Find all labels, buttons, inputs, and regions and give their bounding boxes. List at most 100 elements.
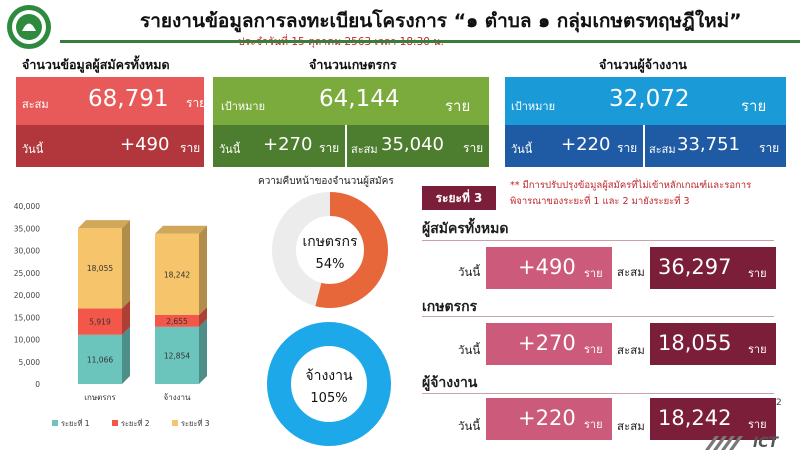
section-cumulative-card: 36,297 ราย xyxy=(650,247,776,289)
unit-label: ราย xyxy=(186,96,204,110)
farmers-title: จำนวนเกษตรกร xyxy=(309,57,397,72)
organization-logo xyxy=(7,5,51,49)
farmers-today-value: +270 xyxy=(263,134,313,155)
section-cumulative-value: 18,242 xyxy=(658,406,732,430)
bar-top xyxy=(155,225,207,234)
cumulative-label: สะสม xyxy=(617,419,645,433)
section-cumulative-card: 18,242 ราย xyxy=(650,398,776,440)
cumulative-label: สะสม xyxy=(649,143,676,156)
progress-title: ความคืบหน้าของจำนวนผู้สมัคร xyxy=(258,176,394,187)
target-label: เป้าหมาย xyxy=(221,100,266,113)
header-divider xyxy=(60,40,800,43)
today-label: วันนี้ xyxy=(219,143,241,156)
legend-label: ระยะที่ 2 xyxy=(121,418,150,428)
donut-percent: 54% xyxy=(316,257,345,272)
page-number: 2 xyxy=(776,398,782,408)
section-today-value: +220 xyxy=(518,406,576,430)
farmers-cumulative-value: 35,040 xyxy=(381,134,444,155)
y-tick-label: 25,000 xyxy=(14,269,40,278)
y-tick-label: 30,000 xyxy=(14,247,40,256)
employees-cumulative-card: สะสม 33,751 ราย xyxy=(645,125,786,167)
y-tick-label: 10,000 xyxy=(14,336,40,345)
applicants-today-value: +490 xyxy=(120,134,170,155)
farmers-cumulative-card: สะสม 35,040 ราย xyxy=(347,125,489,167)
bar-side xyxy=(199,318,207,384)
y-tick-label: 40,000 xyxy=(14,202,40,211)
today-label: วันนี้ xyxy=(458,343,481,357)
bar-side xyxy=(122,220,130,309)
y-tick-label: 35,000 xyxy=(14,224,40,233)
bar-segment xyxy=(78,228,122,309)
unit-label: ราย xyxy=(748,267,767,280)
data-label: 2,655 xyxy=(166,317,188,326)
phase3-note: ** มีการปรับปรุงข้อมูลผู้สมัครที่ไม่เข้า… xyxy=(510,180,752,207)
section-today-card: +490 ราย xyxy=(486,247,612,289)
stacked-bar-chart: 0 5,000 10,000 15,000 20,000 25,000 30,000 35,0… xyxy=(14,202,210,428)
farmers-target-card: เป้าหมาย 64,144 ราย xyxy=(213,77,489,125)
section-divider xyxy=(422,316,774,317)
section-title: ผู้สมัครทั้งหมด xyxy=(422,221,509,237)
data-label: 12,854 xyxy=(164,351,190,360)
unit-label: ราย xyxy=(463,141,484,155)
section-divider xyxy=(422,240,774,241)
donut-progress-arc xyxy=(267,322,391,446)
unit-label: ราย xyxy=(741,97,767,115)
unit-label: ราย xyxy=(445,97,471,115)
section-today-value: +270 xyxy=(518,331,576,355)
section-title: เกษตรกร xyxy=(422,299,478,315)
section-today-card: +270 ราย xyxy=(486,323,612,365)
bar-side xyxy=(122,300,130,335)
section-today-value: +490 xyxy=(518,255,576,279)
legend-swatch xyxy=(172,420,178,426)
bar-segment xyxy=(78,334,122,384)
legend-swatch xyxy=(52,420,58,426)
y-tick-label: 15,000 xyxy=(14,313,40,322)
employees-target-card: เป้าหมาย 32,072 ราย xyxy=(505,77,786,125)
data-label: 18,055 xyxy=(87,264,113,273)
bar-segment xyxy=(155,326,199,384)
unit-label: ราย xyxy=(759,141,780,155)
applicants-today-card: วันนี้ +490 ราย xyxy=(16,125,204,167)
x-category-label: จ้างงาน xyxy=(164,393,191,402)
unit-label: ราย xyxy=(617,141,638,155)
farmers-target-value: 64,144 xyxy=(319,86,400,112)
farmers-progress-donut: เกษตรกร 54% xyxy=(272,192,388,308)
employees-today-value: +220 xyxy=(561,134,611,155)
section-cumulative-value: 18,055 xyxy=(658,331,732,355)
bar-top xyxy=(78,220,130,229)
today-label: วันนี้ xyxy=(458,265,481,279)
cumulative-label: สะสม xyxy=(617,265,645,279)
data-label: 11,066 xyxy=(87,355,113,364)
unit-label: ราย xyxy=(584,343,603,356)
donut-label: เกษตรกร xyxy=(302,234,358,250)
unit-label: ราย xyxy=(319,141,340,155)
employees-progress-donut: จ้างงาน 105% xyxy=(267,322,391,446)
section-cumulative-value: 36,297 xyxy=(658,255,732,279)
cumulative-label: สะสม xyxy=(617,343,645,357)
unit-label: ราย xyxy=(584,267,603,280)
section-divider xyxy=(422,393,774,394)
today-label: วันนี้ xyxy=(22,143,44,156)
section-today-card: +220 ราย xyxy=(486,398,612,440)
employees-today-card: วันนี้ +220 ราย xyxy=(505,125,643,167)
ict-logo-text: ICT xyxy=(753,435,779,450)
y-tick-label: 20,000 xyxy=(14,291,40,300)
applicants-cumulative-value: 68,791 xyxy=(88,86,169,112)
employees-cumulative-value: 33,751 xyxy=(677,134,740,155)
donut-percent: 105% xyxy=(310,391,347,406)
legend-swatch xyxy=(112,420,118,426)
today-label: วันนี้ xyxy=(511,143,533,156)
x-category-label: เกษตรกร xyxy=(84,393,116,402)
applicants-cumulative-card: สะสม 68,791 ราย xyxy=(16,77,204,125)
bar-side xyxy=(199,225,207,315)
unit-label: ราย xyxy=(180,141,201,155)
y-tick-label: 0 xyxy=(35,380,40,389)
section-cumulative-card: 18,055 ราย xyxy=(650,323,776,365)
legend-label: ระยะที่ 3 xyxy=(181,418,210,428)
page-title: รายงานข้อมูลการลงทะเบียนโครงการ “๑ ตำบล … xyxy=(140,10,742,32)
target-label: เป้าหมาย xyxy=(511,100,556,113)
bar-segment xyxy=(155,233,199,315)
cumulative-label: สะสม xyxy=(351,143,378,156)
donut-label: จ้างงาน xyxy=(305,368,353,384)
bar-segment xyxy=(155,314,199,327)
